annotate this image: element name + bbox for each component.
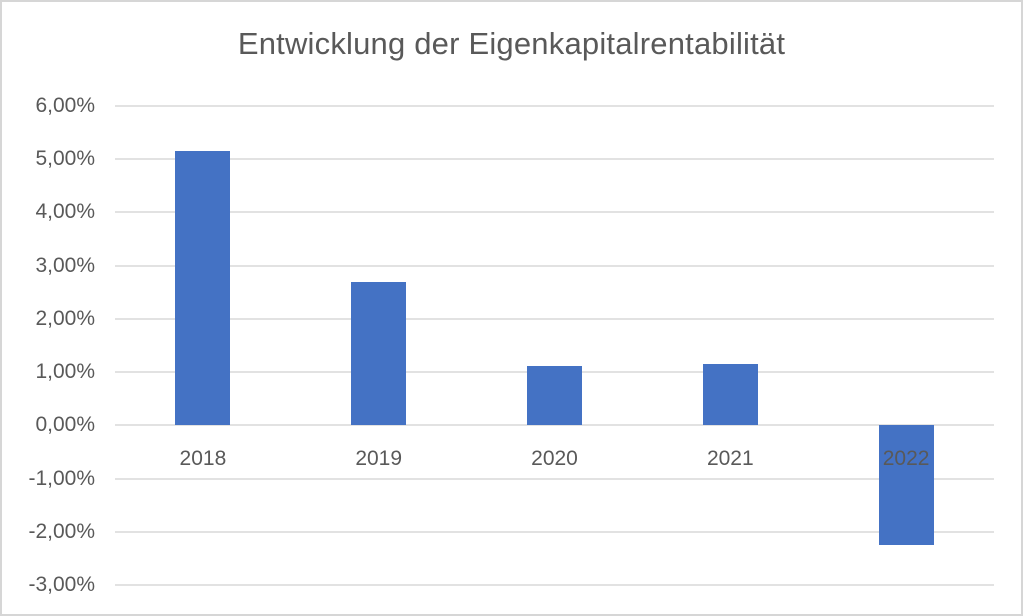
y-axis-tick-label: 2,00% — [35, 306, 95, 330]
gridline — [115, 105, 994, 107]
y-axis-tick-label: 0,00% — [35, 413, 95, 437]
y-axis-tick-label: -2,00% — [28, 519, 95, 543]
bar-2021 — [702, 364, 758, 426]
x-axis-tick-label-2020: 2020 — [531, 447, 578, 471]
y-axis-tick-label: 3,00% — [35, 253, 95, 277]
x-axis-tick-label-2018: 2018 — [179, 447, 227, 471]
y-axis-tick-label: 5,00% — [35, 147, 95, 171]
y-axis-tick-label: -1,00% — [28, 466, 95, 490]
gridline — [115, 584, 994, 586]
bar-2019 — [351, 281, 407, 426]
x-axis-tick-label-2021: 2021 — [706, 447, 754, 471]
y-axis-tick-label: -3,00% — [28, 573, 95, 596]
x-axis-tick-label-2022: 2022 — [882, 447, 930, 471]
gridline — [115, 477, 994, 480]
y-axis-tick-label: 1,00% — [35, 360, 95, 384]
bar-2020 — [527, 365, 582, 426]
x-axis-tick-label-2019: 2019 — [355, 447, 403, 471]
chart-title: Entwicklung der Eigenkapitalrentabilität — [237, 26, 786, 61]
y-axis-tick-label: 6,00% — [35, 94, 95, 117]
gridline — [115, 530, 994, 533]
gridline — [115, 424, 994, 427]
gridline — [115, 211, 994, 214]
bar-2022 — [878, 425, 934, 546]
gridline — [115, 158, 994, 161]
bar-2018 — [175, 151, 231, 426]
gridline — [115, 317, 994, 320]
y-axis-tick-label: 4,00% — [35, 200, 95, 224]
gridline — [115, 264, 994, 267]
